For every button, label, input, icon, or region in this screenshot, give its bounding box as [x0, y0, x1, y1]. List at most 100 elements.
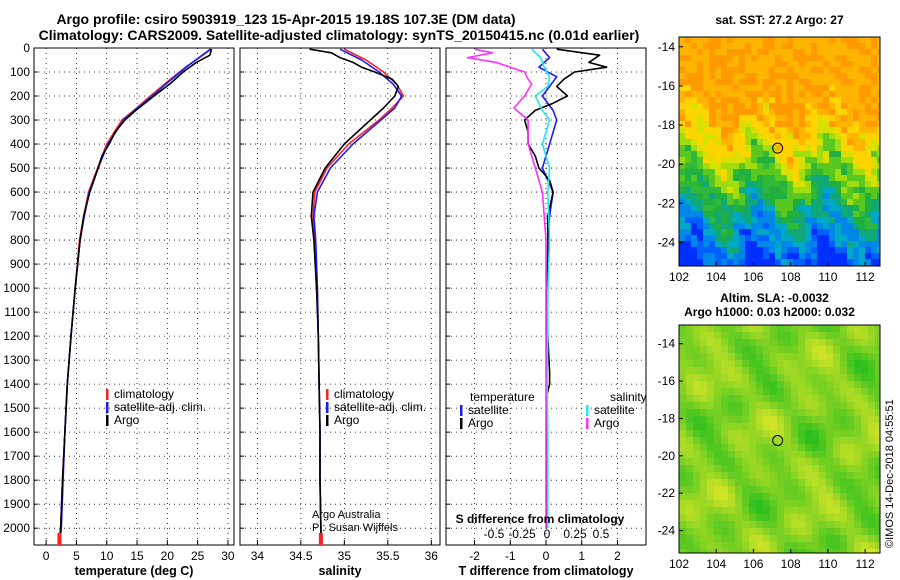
- map-cell: [733, 163, 740, 170]
- map-cell: [739, 175, 746, 182]
- map-cell: [817, 145, 824, 152]
- map-cell: [709, 61, 716, 68]
- map-cell: [829, 253, 836, 260]
- map-cell: [751, 205, 758, 212]
- map-cell: [854, 528, 862, 536]
- map-cell: [784, 521, 792, 529]
- map-cell: [798, 493, 806, 501]
- map-cell: [865, 259, 872, 266]
- map-cell: [859, 235, 866, 242]
- map-cell: [793, 187, 800, 194]
- map-cell: [703, 43, 710, 50]
- map-cell: [877, 235, 880, 242]
- map-cell: [865, 133, 872, 140]
- map-cell: [817, 115, 824, 122]
- map-cell: [679, 37, 686, 44]
- map-cell: [693, 325, 701, 333]
- map-cell: [691, 259, 698, 266]
- map-cell: [770, 514, 778, 522]
- map-cell: [770, 493, 778, 501]
- map-cell: [721, 332, 729, 340]
- map-cell: [775, 109, 782, 116]
- map-cell: [691, 235, 698, 242]
- series-line: [531, 48, 551, 529]
- map-cell: [721, 423, 729, 431]
- map-cell: [715, 211, 722, 218]
- map-cell: [835, 139, 842, 146]
- map-cell: [798, 535, 806, 543]
- map-cell: [777, 416, 785, 424]
- map-cell: [763, 430, 771, 438]
- map-cell: [769, 187, 776, 194]
- map-cell: [763, 181, 770, 188]
- map-cell: [775, 85, 782, 92]
- map-cell: [679, 346, 687, 354]
- map-cell: [847, 193, 854, 200]
- map-cell: [769, 55, 776, 62]
- map-cell: [875, 486, 880, 494]
- map-cell: [757, 49, 764, 56]
- map-cell: [739, 121, 746, 128]
- map-cell: [847, 109, 854, 116]
- map-cell: [691, 193, 698, 200]
- map-cell: [877, 49, 880, 56]
- map-x-tick-label: 102: [669, 270, 689, 284]
- map-cell: [829, 247, 836, 254]
- map-cell: [823, 181, 830, 188]
- map-cell: [877, 37, 880, 44]
- map-cell: [751, 241, 758, 248]
- map-cell: [703, 253, 710, 260]
- map-cell: [679, 388, 687, 396]
- map-cell: [714, 409, 722, 417]
- map-cell: [865, 193, 872, 200]
- map-cell: [751, 181, 758, 188]
- map-cell: [847, 223, 854, 230]
- map-cell: [871, 91, 878, 98]
- map-cell: [817, 79, 824, 86]
- map-cell: [742, 542, 750, 550]
- map-cell: [833, 332, 841, 340]
- map-cell: [733, 139, 740, 146]
- map-cell: [733, 235, 740, 242]
- map-cell: [728, 521, 736, 529]
- map-cell: [868, 353, 876, 361]
- map-cell: [847, 97, 854, 104]
- map-cell: [769, 133, 776, 140]
- map-cell: [823, 43, 830, 50]
- map-cell: [793, 127, 800, 134]
- map-cell: [859, 61, 866, 68]
- map-cell: [700, 472, 708, 480]
- map-cell: [693, 402, 701, 410]
- map-cell: [679, 91, 686, 98]
- map-cell: [685, 37, 692, 44]
- map-cell: [727, 73, 734, 80]
- map-cell: [769, 61, 776, 68]
- map-cell: [721, 353, 729, 361]
- map-cell: [757, 175, 764, 182]
- map-cell: [700, 437, 708, 445]
- map-cell: [757, 193, 764, 200]
- legend-swatch: [106, 402, 109, 413]
- map-cell: [742, 381, 750, 389]
- map-cell: [875, 416, 880, 424]
- map-cell: [847, 479, 855, 487]
- map-cell: [847, 367, 855, 375]
- map-cell: [721, 381, 729, 389]
- map-cell: [742, 514, 750, 522]
- map-cell: [861, 528, 869, 536]
- map-cell: [819, 493, 827, 501]
- map-cell: [853, 253, 860, 260]
- map-cell: [728, 388, 736, 396]
- map-cell: [798, 542, 806, 550]
- map-cell: [865, 55, 872, 62]
- map-cell: [745, 229, 752, 236]
- map-cell: [877, 157, 880, 164]
- map-cell: [714, 514, 722, 522]
- map-cell: [757, 241, 764, 248]
- map-cell: [691, 85, 698, 92]
- map-cell: [793, 241, 800, 248]
- map-cell: [728, 416, 736, 424]
- map-cell: [861, 339, 869, 347]
- map-cell: [700, 507, 708, 515]
- map-cell: [714, 458, 722, 466]
